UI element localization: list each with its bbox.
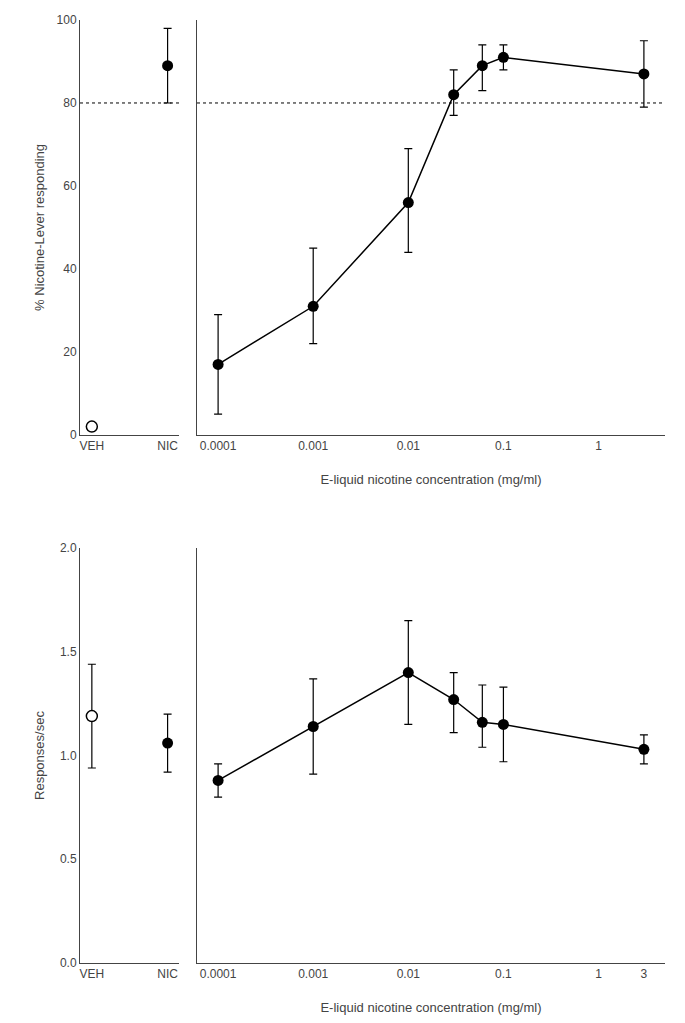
svg-text:0.001: 0.001 — [298, 967, 328, 981]
svg-text:NIC: NIC — [157, 439, 178, 453]
svg-text:0.1: 0.1 — [495, 439, 512, 453]
svg-text:60: 60 — [63, 179, 77, 193]
svg-text:0.01: 0.01 — [397, 439, 421, 453]
svg-text:NIC: NIC — [157, 967, 178, 981]
svg-text:40: 40 — [63, 262, 77, 276]
svg-text:0.001: 0.001 — [298, 439, 328, 453]
svg-text:0.1: 0.1 — [495, 967, 512, 981]
svg-text:1.5: 1.5 — [60, 645, 77, 659]
svg-text:1: 1 — [595, 439, 602, 453]
svg-text:0.0001: 0.0001 — [200, 967, 237, 981]
svg-text:80: 80 — [63, 96, 77, 110]
svg-text:0.0: 0.0 — [60, 956, 77, 970]
svg-text:VEH: VEH — [80, 439, 105, 453]
svg-text:1: 1 — [595, 967, 602, 981]
svg-text:2.0: 2.0 — [60, 541, 77, 555]
svg-text:E-liquid nicotine concentratio: E-liquid nicotine concentration (mg/ml) — [320, 472, 541, 487]
svg-text:100: 100 — [57, 13, 77, 27]
svg-text:VEH: VEH — [80, 967, 105, 981]
svg-text:20: 20 — [63, 345, 77, 359]
svg-text:0.5: 0.5 — [60, 852, 77, 866]
svg-text:1.0: 1.0 — [60, 749, 77, 763]
svg-text:% Nicotine-Lever responding: % Nicotine-Lever responding — [32, 144, 47, 311]
svg-text:Responses/sec: Responses/sec — [32, 711, 47, 800]
svg-text:3: 3 — [641, 967, 648, 981]
svg-text:0: 0 — [70, 428, 77, 442]
svg-text:0.0001: 0.0001 — [200, 439, 237, 453]
svg-text:0.01: 0.01 — [397, 967, 421, 981]
svg-text:E-liquid nicotine concentratio: E-liquid nicotine concentration (mg/ml) — [320, 1000, 541, 1015]
